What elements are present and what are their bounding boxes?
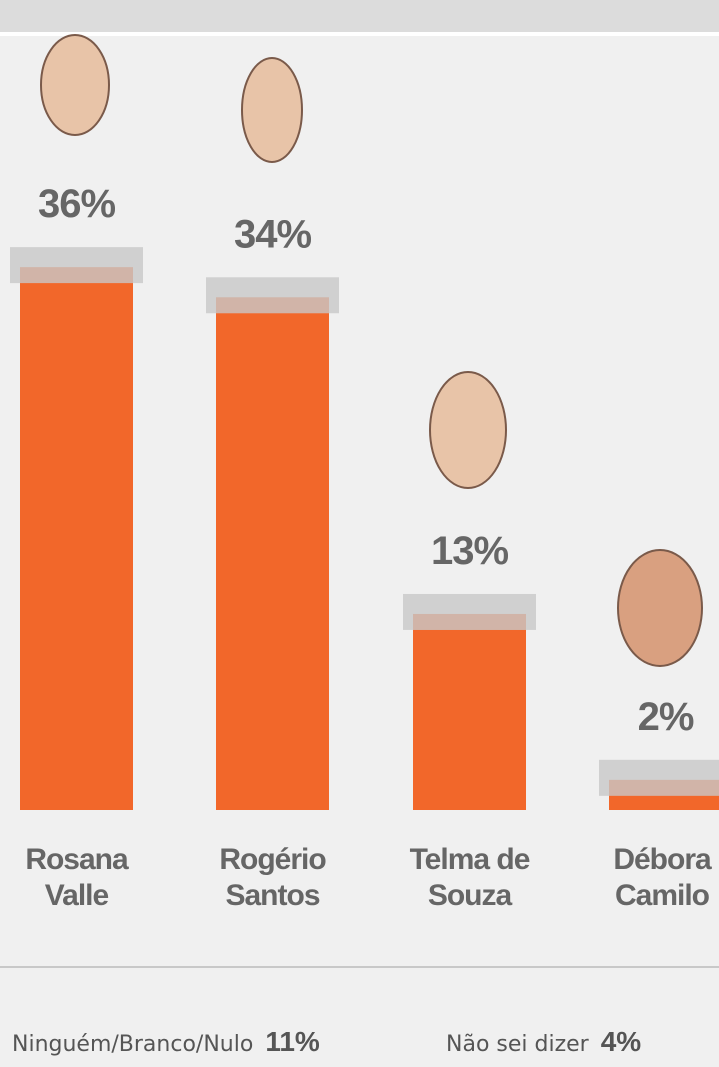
portraits bbox=[40, 34, 703, 667]
footer-label: Não sei dizer bbox=[446, 1032, 589, 1057]
portrait bbox=[241, 57, 303, 163]
category-label: Telma de Souza bbox=[409, 843, 531, 912]
value-label: 36% bbox=[38, 182, 115, 226]
bar bbox=[216, 297, 329, 810]
category-label: Débora Camilo bbox=[613, 843, 711, 912]
portrait bbox=[40, 34, 110, 136]
bar bbox=[413, 613, 526, 810]
value-label: 34% bbox=[234, 212, 311, 256]
bar bbox=[20, 267, 133, 810]
footer-item: Ninguém/Branco/Nulo 11% bbox=[12, 1026, 320, 1058]
footer-value: 11% bbox=[265, 1026, 320, 1057]
footer-value: 4% bbox=[600, 1026, 642, 1057]
bar-cap bbox=[599, 759, 719, 796]
category-label: Rogério Santos bbox=[219, 843, 326, 912]
footer-label: Ninguém/Branco/Nulo bbox=[12, 1032, 254, 1057]
header-band bbox=[0, 0, 719, 36]
bar-cap bbox=[206, 277, 339, 314]
bar-cap bbox=[10, 247, 143, 284]
footer-item: Não sei dizer 4% bbox=[446, 1026, 641, 1058]
footer: Ninguém/Branco/Nulo 11% Não sei dizer 4% bbox=[0, 966, 719, 1057]
value-label: 2% bbox=[638, 695, 694, 739]
category-label: Rosana Valle bbox=[25, 843, 128, 912]
portrait bbox=[429, 371, 507, 489]
chart: 36% 34% 13% 2% bbox=[10, 34, 719, 810]
bar-cap bbox=[403, 593, 536, 630]
portrait bbox=[617, 549, 703, 667]
value-label: 13% bbox=[431, 529, 508, 573]
